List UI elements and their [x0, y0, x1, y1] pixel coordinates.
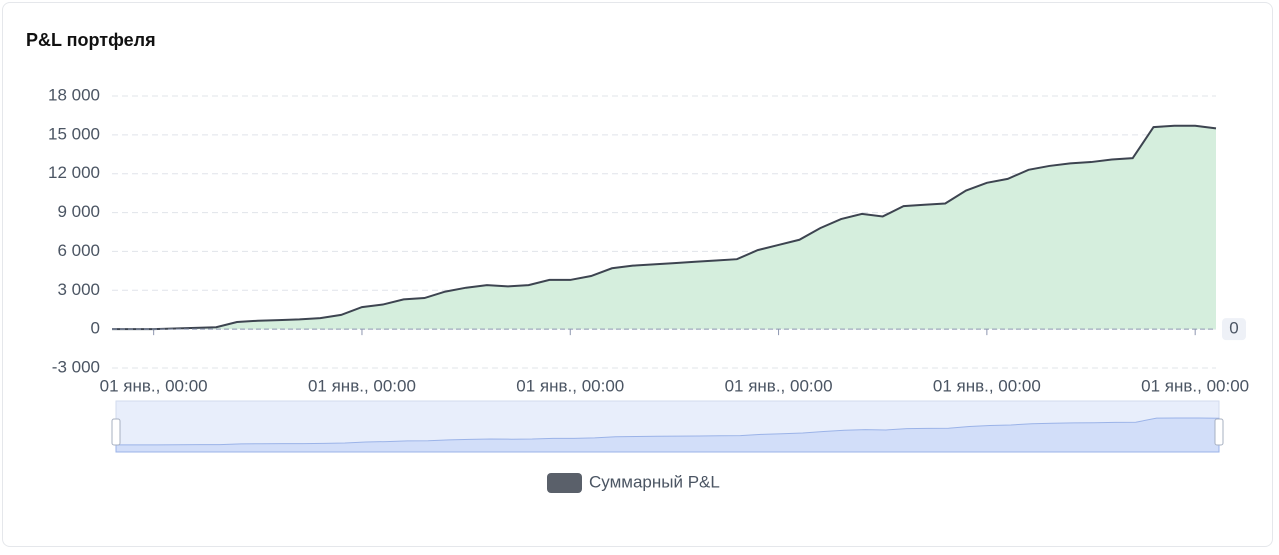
- area: [112, 125, 1216, 330]
- chart-title: P&L портфеля: [26, 30, 156, 50]
- x-tick-label: 01 янв., 00:00: [933, 376, 1041, 395]
- y-tick-label: 3 000: [57, 280, 100, 299]
- y-tick-label: 6 000: [57, 241, 100, 260]
- zoom-area: [115, 417, 1220, 453]
- mark-label-bg: [1222, 318, 1246, 341]
- y-tick-label: 12 000: [48, 163, 100, 182]
- x-tick-label: 01 янв., 00:00: [516, 376, 624, 395]
- mark-line-label: 0: [1229, 319, 1238, 338]
- y-tick-label: 18 000: [48, 85, 100, 104]
- card: [2, 2, 1273, 547]
- x-tick-label: 01 янв., 00:00: [1141, 376, 1249, 395]
- x-tick-label: 01 янв., 00:00: [308, 376, 416, 395]
- x-tick-label: 01 янв., 00:00: [100, 376, 208, 395]
- y-tick-label: -3 000: [52, 357, 100, 376]
- legend-swatch[interactable]: [547, 473, 582, 493]
- line: [112, 124, 1217, 331]
- y-tick-label: 9 000: [57, 202, 100, 221]
- legend-label[interactable]: Суммарный P&L: [589, 472, 720, 491]
- zoom-handle-left[interactable]: [111, 418, 121, 446]
- y-tick-label: 0: [91, 319, 100, 338]
- x-tick-label: 01 янв., 00:00: [725, 376, 833, 395]
- y-tick-label: 15 000: [48, 124, 100, 143]
- zoom-handle-right[interactable]: [1214, 418, 1224, 446]
